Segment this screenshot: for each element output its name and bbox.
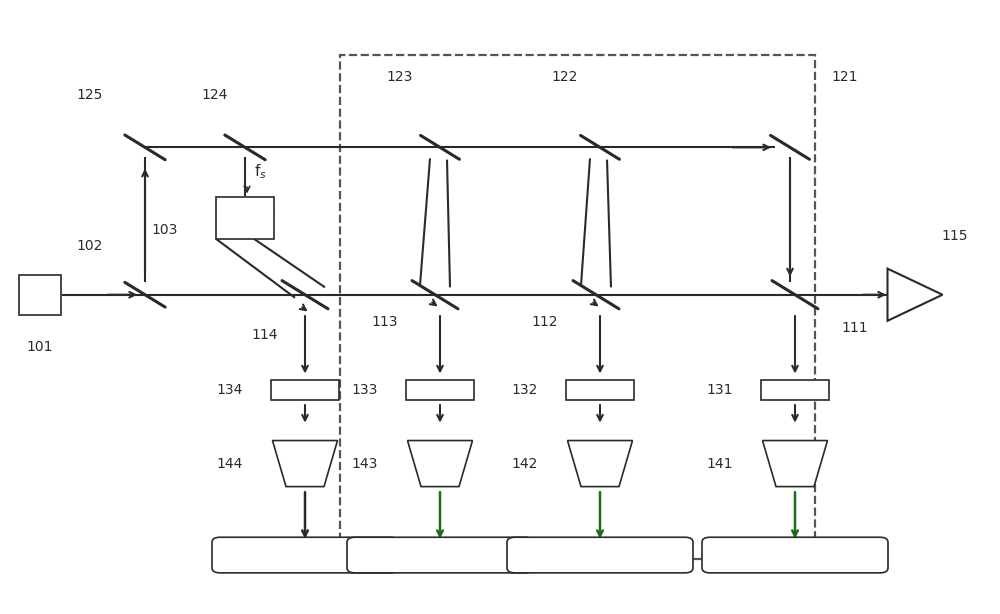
Text: 参考信号输出: 参考信号输出 [281, 548, 329, 562]
Text: 134: 134 [217, 383, 243, 397]
Bar [19, 275, 61, 314]
Text: 141: 141 [707, 457, 733, 470]
Bar [761, 380, 829, 400]
Text: 143: 143 [352, 457, 378, 470]
Bar [566, 380, 634, 400]
Text: 测量信号输出3: 测量信号输出3 [412, 548, 468, 562]
Bar [271, 380, 339, 400]
Text: 102: 102 [77, 239, 103, 252]
Text: 113: 113 [372, 316, 398, 329]
Polygon shape [408, 441, 473, 486]
Polygon shape [568, 441, 633, 486]
Text: 115: 115 [942, 230, 968, 243]
FancyBboxPatch shape [702, 537, 888, 573]
Polygon shape [888, 269, 942, 321]
Polygon shape [272, 441, 338, 486]
Text: 124: 124 [202, 88, 228, 102]
Text: 122: 122 [552, 70, 578, 84]
Text: 114: 114 [252, 328, 278, 341]
Text: 131: 131 [707, 383, 733, 397]
Text: 101: 101 [27, 340, 53, 354]
Bar [340, 55, 815, 559]
Text: 125: 125 [77, 88, 103, 102]
FancyBboxPatch shape [347, 537, 533, 573]
Bar [406, 380, 474, 400]
Text: 144: 144 [217, 457, 243, 470]
Text: 112: 112 [532, 316, 558, 329]
Text: 103: 103 [152, 223, 178, 237]
Text: 133: 133 [352, 383, 378, 397]
Text: 123: 123 [387, 70, 413, 84]
Polygon shape [763, 441, 828, 486]
Bar [216, 197, 274, 239]
Text: 测量信号输出1: 测量信号输出1 [767, 548, 823, 562]
FancyBboxPatch shape [212, 537, 398, 573]
Text: 121: 121 [832, 70, 858, 84]
Text: f$_s$: f$_s$ [254, 163, 266, 181]
Text: 142: 142 [512, 457, 538, 470]
Text: 132: 132 [512, 383, 538, 397]
Text: 测量信号输出2: 测量信号输出2 [572, 548, 628, 562]
FancyBboxPatch shape [507, 537, 693, 573]
Text: 111: 111 [842, 322, 868, 335]
